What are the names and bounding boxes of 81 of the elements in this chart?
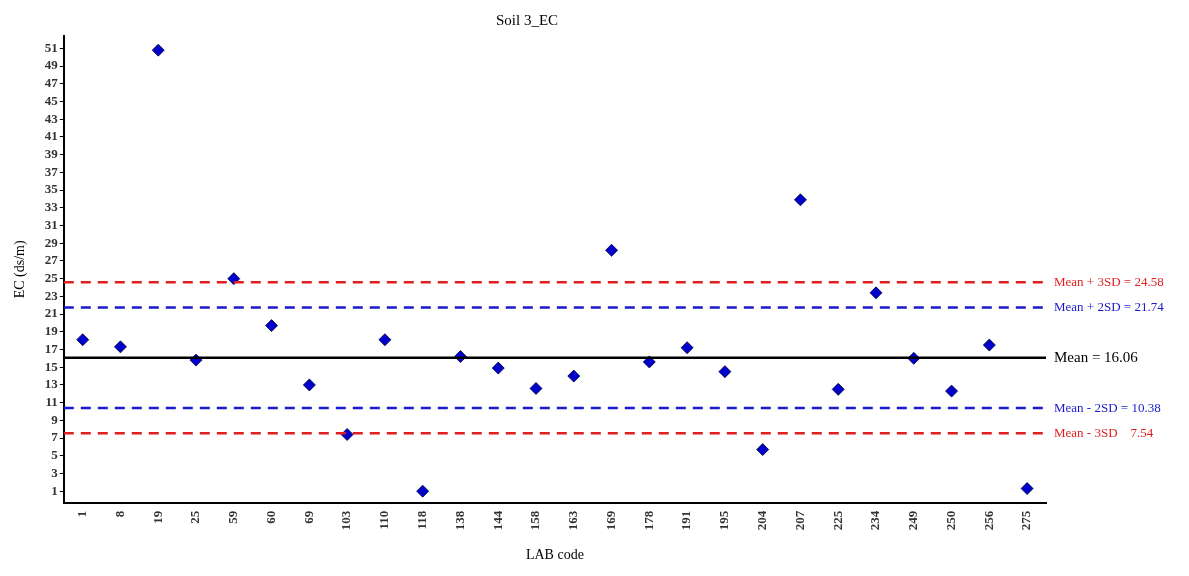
ref-line-label: Mean - 3SD 7.54 — [1054, 424, 1154, 440]
ref-line-label: Mean + 3SD = 24.58 — [1054, 273, 1164, 289]
x-tick-label: 8 — [111, 510, 127, 518]
x-tick-label: 19 — [149, 510, 165, 524]
point — [302, 378, 316, 392]
y-tick-label: 33 — [44, 199, 59, 215]
x-axis-title: LAB code — [525, 547, 584, 563]
point — [416, 484, 430, 498]
x-tick-label: 1 — [74, 510, 90, 518]
point — [1020, 482, 1034, 495]
x-tick-label: 191 — [678, 510, 694, 531]
x-tick-label: 138 — [451, 510, 467, 531]
point — [567, 369, 581, 383]
y-tick-label: 25 — [44, 270, 59, 286]
point — [227, 272, 241, 286]
x-tick-label: 144 — [489, 510, 505, 531]
x-tick-label: 118 — [414, 510, 430, 530]
chart-title: Soil 3_EC — [495, 11, 559, 28]
point — [76, 333, 90, 347]
y-tick-label: 39 — [44, 146, 59, 162]
y-tick-label: 35 — [44, 181, 59, 197]
y-tick-label: 29 — [44, 234, 59, 250]
point — [265, 319, 278, 332]
y-tick-label: 37 — [44, 163, 59, 179]
x-tick-label: 169 — [602, 510, 618, 531]
point — [114, 340, 127, 354]
y-tick-label: 15 — [44, 358, 59, 374]
point — [718, 365, 732, 379]
x-tick-label: 275 — [1018, 510, 1034, 531]
x-tick-label: 256 — [980, 510, 996, 531]
y-tick-label: 9 — [51, 411, 59, 427]
y-tick-label: 17 — [44, 340, 59, 356]
x-tick-label: 69 — [300, 510, 316, 524]
y-tick-label: 43 — [44, 110, 59, 126]
x-tick-label: 110 — [376, 510, 392, 530]
x-tick-label: 207 — [791, 510, 807, 531]
x-tick-label: 59 — [225, 510, 241, 524]
x-tick-label: 250 — [942, 510, 958, 531]
point — [378, 333, 392, 347]
y-tick-label: 13 — [44, 376, 59, 392]
point — [605, 243, 618, 257]
y-tick-label: 51 — [44, 39, 58, 55]
point — [756, 443, 770, 456]
point — [491, 361, 505, 375]
ref-line-label: Mean = 16.06 — [1054, 348, 1139, 365]
y-tick-label: 7 — [51, 429, 59, 445]
point — [529, 382, 543, 395]
y-axis-title: EC (ds/m) — [12, 240, 29, 299]
y-tick-label: 1 — [51, 482, 58, 498]
y-tick-label: 31 — [44, 216, 58, 232]
y-tick-label: 41 — [44, 128, 58, 144]
x-tick-label: 103 — [338, 510, 354, 531]
y-tick-label: 3 — [51, 464, 59, 480]
x-tick-label: 195 — [716, 510, 732, 531]
y-tick-label: 23 — [44, 287, 59, 303]
point — [831, 382, 845, 396]
y-tick-label: 49 — [44, 57, 59, 73]
y-tick-label: 19 — [44, 323, 59, 339]
x-tick-label: 204 — [754, 510, 770, 531]
point — [869, 286, 883, 300]
ref-line-label: Mean - 2SD = 10.38 — [1054, 399, 1161, 415]
x-tick-label: 249 — [905, 510, 921, 531]
x-tick-label: 225 — [829, 510, 845, 531]
y-tick-label: 47 — [44, 75, 59, 91]
y-tick-label: 45 — [44, 92, 59, 108]
x-tick-label: 178 — [640, 510, 656, 531]
ref-line-label: Mean + 2SD = 21.74 — [1054, 298, 1165, 314]
x-tick-label: 158 — [527, 510, 543, 531]
y-tick-label: 27 — [44, 252, 59, 268]
y-tick-label: 5 — [51, 447, 59, 463]
x-tick-label: 60 — [262, 510, 278, 524]
y-tick-label: 21 — [44, 305, 58, 321]
x-tick-label: 25 — [187, 510, 203, 524]
point — [151, 43, 165, 57]
point — [945, 384, 958, 398]
point — [982, 338, 996, 352]
point — [794, 193, 807, 207]
y-tick-label: 11 — [45, 393, 58, 409]
x-tick-label: 234 — [867, 510, 883, 531]
x-tick-label: 163 — [565, 510, 581, 531]
point — [680, 341, 694, 355]
